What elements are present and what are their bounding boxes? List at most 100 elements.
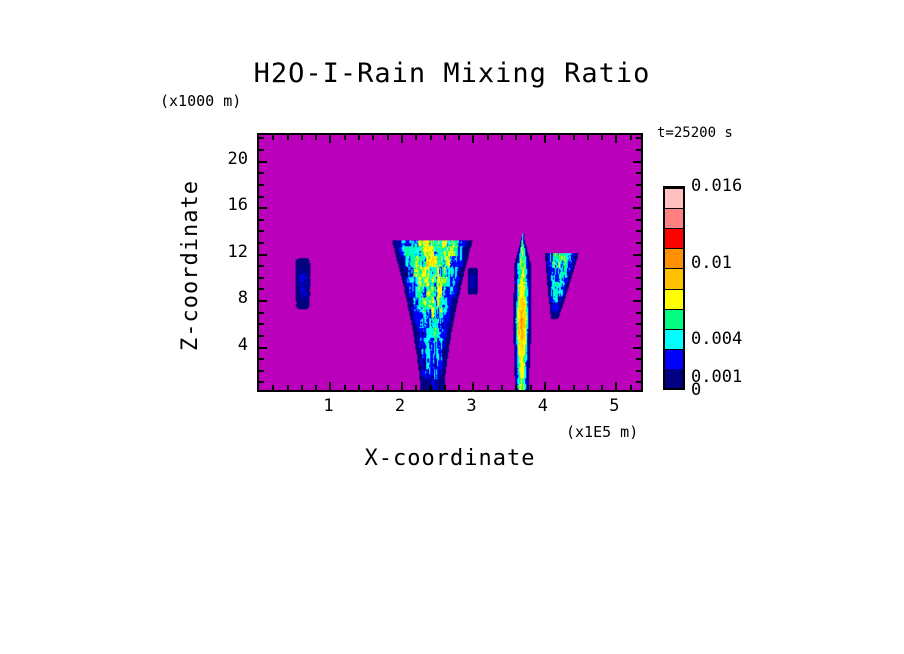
axis-tick [259, 172, 264, 175]
y-axis-title-text: Z-coordinate [177, 179, 203, 351]
axis-tick [472, 135, 475, 143]
y-tick-label: 4 [237, 334, 248, 355]
colorbar-label: 0.01 [691, 252, 732, 273]
axis-tick [636, 183, 641, 186]
axis-tick [572, 135, 575, 140]
page-title: H2O-I-Rain Mixing Ratio [253, 58, 651, 89]
axis-tick [259, 195, 264, 198]
x-tick-label: 4 [537, 396, 549, 416]
axis-tick [400, 135, 403, 143]
axis-tick [586, 385, 589, 390]
axis-tick [636, 242, 641, 244]
axis-tick [259, 218, 264, 221]
colorbar-band [665, 248, 683, 269]
axis-tick [259, 346, 267, 349]
axis-tick [636, 381, 641, 384]
axis-tick [272, 385, 275, 390]
axis-tick [358, 385, 361, 390]
axis-tick [259, 149, 264, 152]
axis-tick [300, 385, 303, 390]
axis-tick [458, 135, 461, 140]
axis-tick [601, 135, 604, 140]
axis-tick [259, 160, 267, 163]
axis-tick [343, 385, 346, 390]
axis-tick [636, 334, 641, 337]
axis-tick [329, 382, 332, 390]
axis-tick [386, 135, 389, 140]
colorbar-band [665, 268, 683, 289]
colorbar-label: 0.004 [691, 329, 743, 349]
axis-tick [629, 385, 632, 390]
axis-tick [636, 149, 641, 152]
colorbar-band [665, 348, 683, 369]
colorbar-band [665, 368, 683, 388]
axis-tick [486, 385, 489, 390]
colorbar-label: 0.016 [691, 176, 743, 196]
axis-tick [486, 135, 489, 140]
axis-tick [300, 135, 303, 140]
axis-tick [615, 135, 618, 143]
x-tick-label: 2 [394, 396, 406, 416]
axis-tick [259, 369, 264, 372]
axis-tick [286, 135, 289, 140]
heatmap-canvas [259, 135, 641, 390]
colorbar-band [665, 208, 683, 229]
axis-tick [633, 160, 641, 163]
axis-tick [286, 385, 289, 390]
axis-tick [572, 385, 575, 390]
axis-tick [636, 137, 641, 140]
x-axis-unit-label: (x1E5 m) [566, 423, 639, 441]
axis-tick [543, 135, 546, 143]
axis-tick [259, 323, 264, 326]
colorbar-band [665, 228, 683, 249]
x-tick-label: 1 [323, 396, 334, 416]
plot-area [257, 133, 643, 392]
axis-tick [615, 382, 618, 390]
axis-tick [633, 207, 641, 210]
axis-tick [429, 135, 432, 140]
axis-tick [400, 382, 403, 390]
axis-tick [259, 381, 264, 384]
axis-tick [259, 276, 264, 279]
axis-tick [259, 311, 264, 314]
axis-tick [315, 135, 318, 140]
axis-tick [515, 385, 518, 390]
axis-tick [259, 288, 264, 291]
x-tick-label: 5 [609, 396, 620, 416]
axis-tick [633, 253, 641, 256]
axis-tick [636, 276, 641, 279]
x-tick-label: 3 [466, 396, 477, 416]
axis-tick [259, 230, 264, 233]
axis-tick [259, 265, 264, 268]
axis-tick [259, 242, 264, 244]
axis-tick [629, 135, 632, 140]
axis-tick [386, 385, 389, 390]
axis-tick [358, 135, 361, 140]
axis-tick [636, 311, 641, 314]
axis-tick [472, 382, 475, 390]
y-axis-title: Z-coordinate [170, 155, 210, 375]
axis-tick [501, 385, 504, 390]
axis-tick [636, 230, 641, 233]
y-tick-label: 12 [227, 241, 248, 262]
axis-tick [636, 323, 641, 326]
colorbar-label: 0.001 [691, 366, 743, 387]
axis-tick [636, 288, 641, 291]
axis-tick [458, 385, 461, 390]
axis-tick [259, 207, 267, 210]
y-tick-label: 20 [227, 148, 248, 169]
axis-tick [636, 172, 641, 175]
axis-tick [636, 195, 641, 198]
colorbar-band [665, 308, 683, 329]
colorbar-label: 0 [691, 380, 702, 400]
axis-tick [315, 385, 318, 390]
axis-tick [515, 135, 518, 140]
axis-tick [443, 135, 446, 140]
axis-tick [586, 135, 589, 140]
axis-tick [259, 253, 267, 256]
axis-tick [636, 358, 641, 361]
colorbar [663, 186, 685, 390]
axis-tick [501, 135, 504, 140]
axis-tick [259, 334, 264, 337]
